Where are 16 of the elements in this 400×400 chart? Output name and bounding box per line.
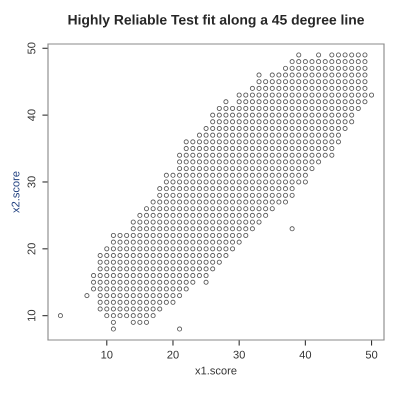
x-axis-title: x1.score [195,366,237,374]
point [58,313,63,318]
y-tick-label: 30 [28,176,36,188]
point [84,293,90,298]
y-tick-label: 20 [28,243,36,254]
x-tick-label: 40 [299,350,312,359]
y-axis-title: x2.score [12,171,20,213]
chart-title: Highly Reliable Test fit along a 45 degree line [68,14,364,28]
y-tick-label: 10 [28,310,36,321]
x-tick-label: 10 [101,350,113,359]
x-tick-label: 20 [167,350,179,359]
y-tick-label: 40 [28,109,36,122]
x-tick-label: 50 [366,350,378,359]
y-tick-label: 50 [28,42,36,54]
x-tick-label: 30 [233,350,245,359]
point [369,92,374,98]
